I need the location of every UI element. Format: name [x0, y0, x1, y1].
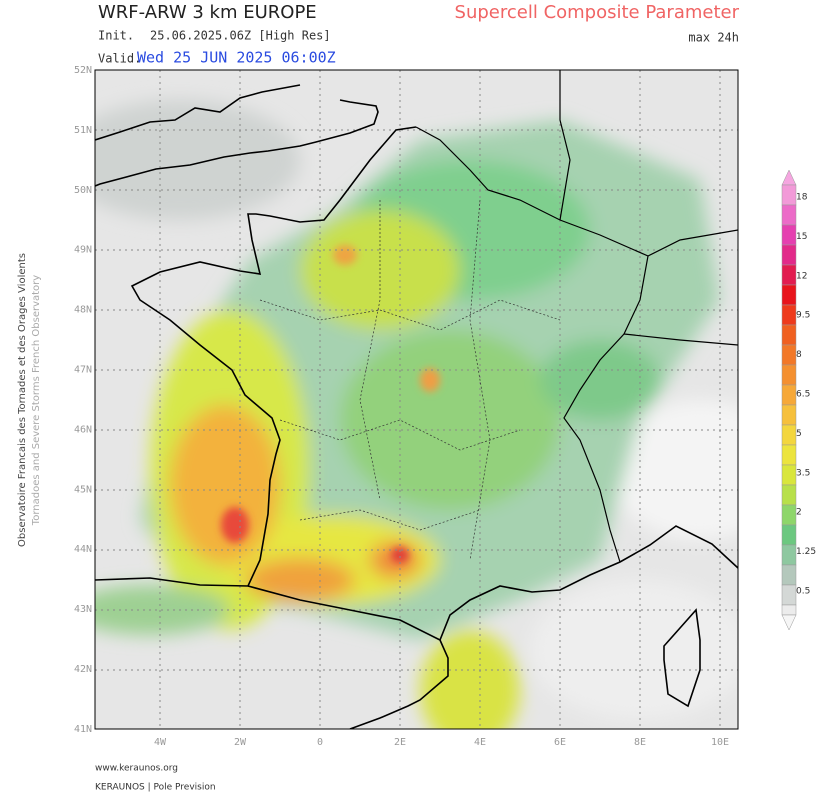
lat-label: 46N: [74, 424, 92, 435]
lat-label: 43N: [74, 604, 92, 615]
map-frame: [94, 69, 739, 730]
lon-labels: 4W 2W 0 2E 4E 6E 8E 10E: [154, 737, 729, 748]
colorbar-label: 12: [796, 271, 807, 281]
lon-label: 2W: [234, 737, 247, 748]
footer-url: www.keraunos.org: [95, 764, 178, 774]
colorbar-label: 8: [796, 350, 802, 360]
colorbar: [781, 169, 797, 631]
lat-label: 50N: [74, 185, 92, 196]
colorbar-label: 5: [796, 429, 802, 439]
lon-label: 6E: [554, 737, 566, 748]
colorbar-label: 15: [796, 232, 807, 242]
lat-label: 51N: [74, 125, 92, 136]
lat-label: 52N: [74, 65, 92, 76]
colorbar-label: 18: [796, 193, 808, 203]
lon-label: 4W: [154, 737, 167, 748]
lat-labels: 52N 51N 50N 49N 48N 47N 46N 45N 44N 43N 42N 41N: [74, 65, 92, 735]
colorbar-label: 2: [796, 508, 802, 518]
lat-label: 41N: [74, 724, 92, 735]
colorbar-label: 0.5: [796, 587, 810, 597]
graticule: [95, 70, 738, 729]
sidebar-line1: Observatoire Francais des Tornades et de…: [17, 253, 28, 547]
footer-credit: KERAUNOS | Pole Prevision: [95, 783, 216, 793]
period: max 24h: [688, 31, 739, 45]
lat-label: 45N: [74, 484, 92, 495]
lat-label: 47N: [74, 365, 92, 376]
colorbar-label: 6.5: [796, 390, 810, 400]
lon-label: 8E: [634, 737, 646, 748]
colorbar-label: 9.5: [796, 311, 810, 321]
borders: [415, 70, 738, 563]
regions: [259, 199, 561, 561]
lon-label: 10E: [711, 737, 729, 748]
title: WRF-ARW 3 km EUROPE: [98, 2, 317, 23]
lon-label: 0: [317, 737, 323, 748]
lat-label: 49N: [74, 245, 92, 256]
colorbar-label: 1.25: [796, 547, 816, 557]
valid: Wed 25 JUN 2025 06:00Z: [137, 49, 336, 67]
sidebar-line2: Tornadoes and Severe Storms French Obser…: [31, 275, 42, 526]
lon-label: 2E: [394, 737, 406, 748]
lat-label: 42N: [74, 664, 92, 675]
init-label: Init.: [98, 29, 134, 43]
colorbar-label: 3.5: [796, 468, 810, 478]
lat-label: 48N: [74, 305, 92, 316]
init: 25.06.2025.06Z [High Res]: [150, 29, 331, 43]
coastlines: [95, 84, 738, 729]
valid-label: Valid.: [98, 52, 141, 66]
lat-label: 44N: [74, 544, 92, 555]
lon-label: 4E: [474, 737, 486, 748]
parameter: Supercell Composite Parameter: [455, 2, 740, 23]
colorbar-labels: 18 15 12 9.5 8 6.5 5 3.5 2 1.25 0.5: [796, 193, 816, 597]
map-field: [95, 70, 738, 729]
